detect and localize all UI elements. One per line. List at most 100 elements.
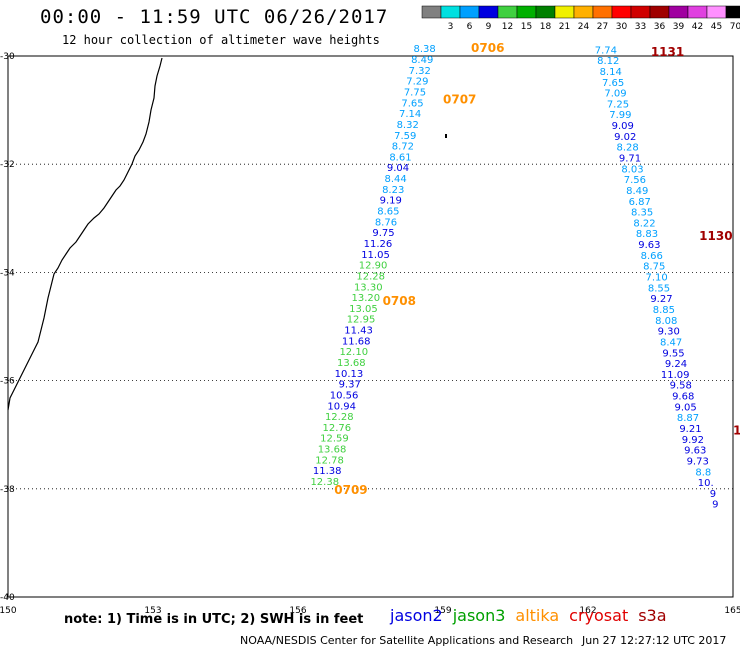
scale-label: 18 [540, 22, 552, 32]
legend-entry-s3a: s3a [638, 606, 667, 625]
swh-value-label: 7.65 [602, 78, 624, 89]
swh-value-label: 7.65 [401, 98, 423, 109]
map-frame [7, 55, 734, 598]
scale-label: 3 [448, 22, 454, 32]
track-time-label: 11 [733, 424, 740, 438]
swh-value-label: 8.47 [660, 337, 682, 348]
scale-label: 24 [578, 22, 590, 32]
x-tick-label: 162 [579, 606, 596, 616]
scale-label: 27 [597, 22, 608, 32]
footer-credit: NOAA/NESDIS Center for Satellite Applica… [240, 634, 574, 647]
swh-value-label: 10. [698, 478, 714, 489]
legend-entry-jason2: jason2 [390, 606, 443, 625]
swh-value-label: 8.22 [633, 218, 655, 229]
swh-value-label: 7.25 [607, 99, 629, 110]
swh-value-label: 12.95 [347, 315, 376, 326]
swh-value-label: 10.56 [330, 390, 359, 401]
scale-swatch [725, 5, 740, 19]
swh-value-label: 7.10 [645, 273, 667, 284]
satellite-legend: jason2 jason3 altika cryosat s3a [390, 606, 677, 625]
swh-value-label: 13.05 [349, 304, 378, 315]
swh-value-label: 8.75 [643, 262, 665, 273]
y-tick-label: -34 [0, 268, 15, 278]
swh-value-label: 9.19 [380, 196, 402, 207]
swh-value-label: 12.90 [359, 261, 388, 272]
x-tick-label: 153 [144, 606, 161, 616]
swh-value-label: 7.99 [609, 110, 631, 121]
swh-value-label: 9.68 [672, 392, 694, 403]
swh-value-label: 9.24 [665, 359, 687, 370]
scale-label: 45 [711, 22, 722, 32]
swh-value-label: 8.65 [377, 207, 399, 218]
scale-label: 42 [692, 22, 703, 32]
y-tick-label: -38 [0, 485, 15, 495]
track-time-label: 0707 [443, 93, 476, 107]
swh-value-label: 9 [712, 500, 718, 511]
swh-value-label: 8.08 [655, 316, 677, 327]
swh-value-label: 7.56 [624, 175, 646, 186]
swh-value-label: 9.30 [658, 327, 680, 338]
swh-value-label: 7.75 [404, 87, 426, 98]
swh-value-label: 7.09 [604, 89, 626, 100]
swh-value-label: 8.28 [616, 143, 638, 154]
swh-value-label: 9.09 [612, 121, 634, 132]
scale-label: 6 [467, 22, 473, 32]
swh-value-label: 7.59 [394, 131, 416, 142]
map-subtitle: 12 hour collection of altimeter wave hei… [62, 33, 380, 47]
swh-value-label: 13.68 [318, 445, 347, 456]
swh-value-label: 8.76 [375, 217, 397, 228]
scale-label: 15 [521, 22, 532, 32]
swh-value-label: 7.74 [595, 45, 617, 56]
swh-value-label: 9.92 [682, 435, 704, 446]
x-tick-label: 150 [0, 606, 17, 616]
swh-value-label: 8.55 [648, 283, 670, 294]
swh-value-label: 11.68 [342, 336, 371, 347]
swh-value-label: 8.72 [392, 142, 414, 153]
swh-value-label: 8.38 [413, 44, 435, 55]
swh-value-label: 8.87 [677, 413, 699, 424]
swh-value-label: 12.10 [339, 347, 368, 358]
scale-label: 30 [616, 22, 628, 32]
footer-timestamp: Jun 27 12:27:12 UTC 2017 [582, 634, 727, 647]
swh-value-label: 6.87 [629, 197, 651, 208]
track-time-label: 0708 [383, 294, 416, 308]
swh-value-label: 9.71 [619, 153, 641, 164]
swh-value-label: 13.30 [354, 282, 383, 293]
island-mark [445, 134, 447, 138]
swh-value-label: 8.35 [631, 208, 653, 219]
swh-value-label: 8.61 [389, 152, 411, 163]
y-tick-label: -36 [0, 377, 15, 387]
swh-value-label: 12.28 [356, 271, 385, 282]
swh-value-label: 8.23 [382, 185, 404, 196]
swh-value-label: 9.63 [684, 446, 706, 457]
scale-label: 33 [635, 22, 646, 32]
swh-value-label: 11.26 [364, 239, 393, 250]
swh-value-label: 10.13 [335, 369, 364, 380]
swh-value-label: 13.68 [337, 358, 366, 369]
legend-entry-jason3: jason3 [452, 606, 506, 625]
swh-value-label: 9.63 [638, 240, 660, 251]
map-title: 00:00 - 11:59 UTC 06/26/2017 [40, 6, 389, 28]
swh-value-label: 8.66 [641, 251, 663, 262]
scale-label: 70 [730, 22, 740, 32]
swh-value-label: 9.58 [670, 381, 692, 392]
swh-value-label: 9.55 [662, 348, 684, 359]
swh-value-label: 8.12 [597, 56, 619, 67]
swh-value-label: 7.14 [399, 109, 421, 120]
y-tick-label: -40 [0, 593, 15, 603]
swh-value-label: 10.94 [327, 401, 356, 412]
swh-value-label: 9.05 [674, 402, 696, 413]
swh-value-label: 13.20 [352, 293, 381, 304]
scale-label: 39 [673, 22, 685, 32]
x-tick-label: 165 [724, 606, 740, 616]
swh-value-label: 8.49 [626, 186, 648, 197]
swh-value-label: 12.78 [315, 455, 344, 466]
swh-value-label: 9.04 [387, 163, 409, 174]
swh-value-label: 9.02 [614, 132, 636, 143]
swh-value-label: 8.8 [695, 467, 711, 478]
swh-value-label: 11.38 [313, 466, 342, 477]
swh-value-label: 8.44 [384, 174, 406, 185]
swh-value-label: 11.09 [661, 370, 690, 381]
scale-label: 21 [559, 22, 570, 32]
